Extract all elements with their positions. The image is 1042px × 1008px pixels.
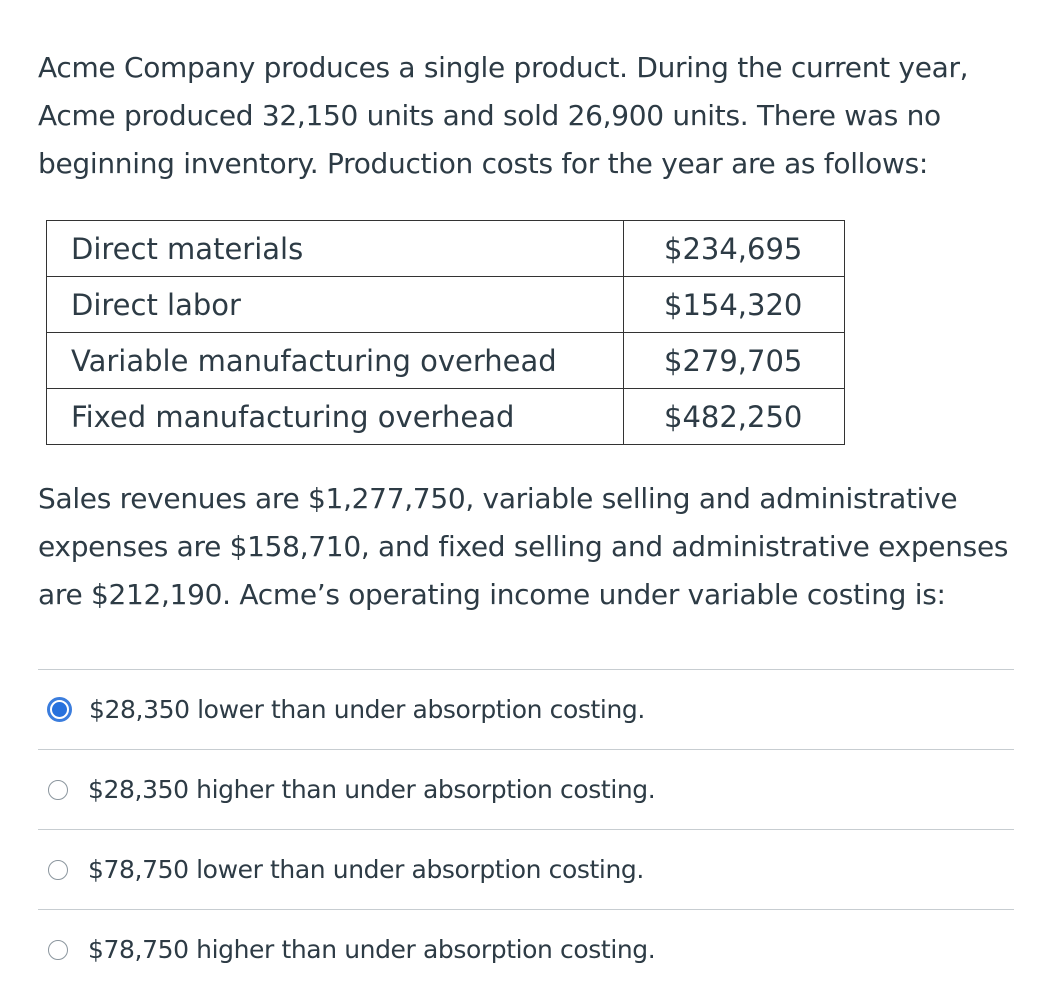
answer-label: $78,750 lower than under absorption cost… — [88, 855, 644, 884]
question-body: Acme Company produces a single product. … — [38, 44, 1013, 619]
answer-choices: $28,350 lower than under absorption cost… — [38, 669, 1014, 989]
answer-label: $28,350 higher than under absorption cos… — [88, 775, 656, 804]
answer-option[interactable]: $28,350 lower than under absorption cost… — [38, 670, 1014, 750]
production-costs-table: Direct materials $234,695 Direct labor $… — [46, 220, 845, 445]
cost-amount: $154,320 — [623, 276, 845, 333]
cost-amount: $234,695 — [623, 220, 845, 277]
table-row: Direct materials $234,695 — [46, 220, 845, 277]
radio-button-selected[interactable] — [47, 697, 72, 722]
radio-button[interactable] — [48, 859, 68, 880]
table-row: Variable manufacturing overhead $279,705 — [46, 332, 845, 389]
answer-label: $78,750 higher than under absorption cos… — [88, 935, 656, 964]
table-row: Direct labor $154,320 — [46, 276, 845, 333]
question-followup: Sales revenues are $1,277,750, variable … — [38, 482, 1009, 611]
answer-option[interactable]: $78,750 lower than under absorption cost… — [38, 830, 1014, 910]
answer-label: $28,350 lower than under absorption cost… — [89, 695, 645, 724]
table-row: Fixed manufacturing overhead $482,250 — [46, 388, 845, 445]
cost-label: Variable manufacturing overhead — [46, 332, 624, 389]
answer-option[interactable]: $78,750 higher than under absorption cos… — [38, 910, 1014, 989]
cost-label: Direct materials — [46, 220, 624, 277]
answer-option[interactable]: $28,350 higher than under absorption cos… — [38, 750, 1014, 830]
radio-button[interactable] — [48, 779, 68, 800]
cost-amount: $482,250 — [623, 388, 845, 445]
cost-amount: $279,705 — [623, 332, 845, 389]
cost-label: Direct labor — [46, 276, 624, 333]
radio-button[interactable] — [48, 939, 68, 960]
cost-label: Fixed manufacturing overhead — [46, 388, 624, 445]
question-intro: Acme Company produces a single product. … — [38, 51, 969, 180]
